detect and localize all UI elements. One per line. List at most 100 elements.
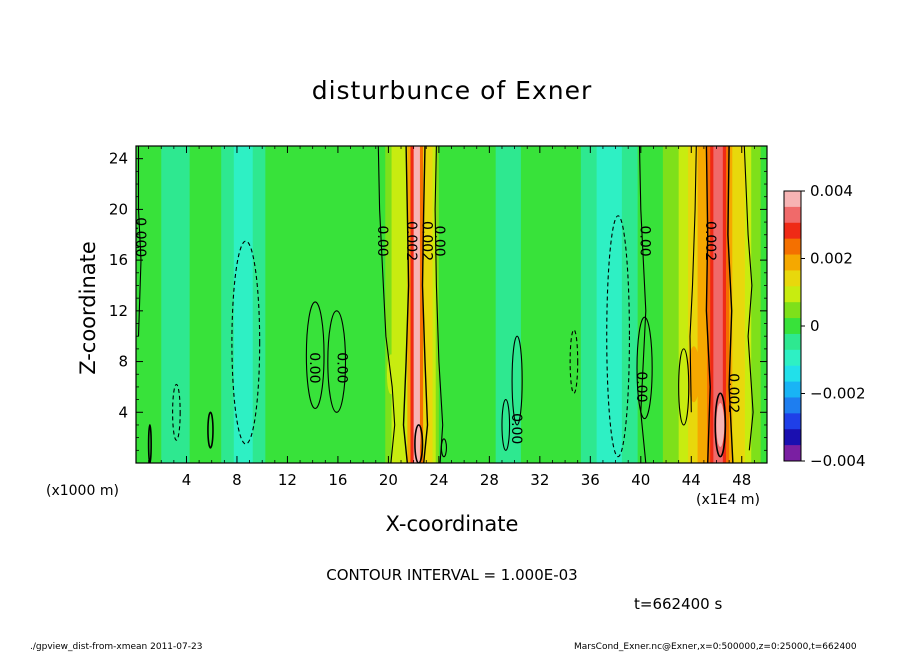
- field-column: [479, 146, 484, 463]
- field-column: [300, 146, 304, 463]
- y-tick-label: 8: [118, 353, 128, 371]
- colorbar-cell: [784, 206, 801, 224]
- field-column: [697, 146, 702, 463]
- field-column: [555, 146, 560, 463]
- colorbar-cell: [784, 222, 801, 240]
- x-unit-left: (x1000 m): [46, 483, 119, 499]
- field-column: [309, 146, 314, 463]
- field-column: [369, 146, 374, 463]
- field-column: [252, 146, 257, 463]
- colorbar-cell: [784, 413, 801, 430]
- field-column: [688, 146, 692, 463]
- field-column: [659, 146, 664, 463]
- colorbar-cell: [784, 254, 801, 271]
- field-column: [710, 146, 714, 463]
- colorbar-cell: [784, 365, 801, 382]
- field-column: [454, 146, 459, 463]
- field-column: [284, 146, 289, 463]
- field-column: [539, 146, 544, 463]
- field-column: [483, 146, 487, 463]
- x-tick-label: 44: [682, 471, 701, 489]
- field-column: [271, 146, 276, 463]
- contour-loop: [147, 424, 152, 463]
- colorbar-cell: [784, 270, 801, 287]
- field-column: [574, 146, 579, 463]
- field-column: [218, 146, 222, 463]
- field-column: [625, 146, 629, 463]
- field-column: [363, 146, 367, 463]
- field-column: [637, 146, 642, 463]
- field-column: [675, 146, 680, 463]
- y-tick-label: 24: [109, 150, 128, 168]
- field-column: [489, 146, 494, 463]
- field-column: [546, 146, 550, 463]
- contour-line: [377, 146, 396, 463]
- field-column: [353, 146, 358, 463]
- field-column: [448, 146, 453, 463]
- field-column: [584, 146, 588, 463]
- colorbar-cell: [784, 429, 801, 446]
- field-column: [653, 146, 658, 463]
- contour-line: [727, 146, 734, 463]
- field-column: [205, 146, 210, 463]
- contour-loop: [440, 438, 448, 458]
- x-tick-label: 24: [429, 471, 448, 489]
- colorbar-tick-label: −0.004: [810, 452, 866, 470]
- field-column: [505, 146, 509, 463]
- field-column: [442, 146, 446, 463]
- field-column: [628, 146, 632, 463]
- field-column: [511, 146, 516, 463]
- field-column: [552, 146, 557, 463]
- x-axis-label: X-coordinate: [385, 512, 519, 536]
- contour-dashed: [606, 215, 630, 458]
- x-tick-label: 32: [530, 471, 549, 489]
- colorbar-cell: [784, 333, 801, 351]
- x-unit-right: (x1E4 m): [696, 492, 760, 508]
- field-blob: [687, 346, 700, 403]
- contour-label: 0.00: [633, 371, 649, 402]
- contour-label: 0.00: [374, 226, 390, 257]
- field-column: [549, 146, 554, 463]
- colorbar-cell: [784, 349, 801, 367]
- colorbar-cell: [784, 381, 801, 398]
- field-column: [378, 146, 383, 463]
- field-column: [404, 146, 408, 463]
- y-tick-label: 16: [109, 251, 128, 269]
- field-column: [391, 146, 396, 463]
- field-column: [609, 146, 614, 463]
- field-column: [148, 146, 153, 463]
- field-column: [249, 146, 254, 463]
- contour-label: 0.000: [132, 217, 148, 257]
- x-tick-label: 20: [379, 471, 398, 489]
- field-column: [432, 146, 437, 463]
- field-column: [457, 146, 462, 463]
- field-column: [347, 146, 352, 463]
- contour-dashed: [231, 240, 261, 445]
- field-column: [716, 146, 721, 463]
- contour-loop: [501, 399, 511, 451]
- x-tick-label: 4: [182, 471, 192, 489]
- field-column: [145, 146, 150, 463]
- colorbar-cell: [784, 318, 801, 335]
- contour-loop: [327, 310, 347, 413]
- y-tick-label: 12: [109, 302, 128, 320]
- field-column: [259, 146, 263, 463]
- contour-label: 0.002: [702, 221, 718, 261]
- field-column: [246, 146, 251, 463]
- field-column: [470, 146, 475, 463]
- field-column: [473, 146, 478, 463]
- field-column: [596, 146, 601, 463]
- field-column: [451, 146, 456, 463]
- contour-loop: [678, 348, 690, 426]
- colorbar-cell: [784, 397, 801, 414]
- field-column: [170, 146, 175, 463]
- field-column: [606, 146, 610, 463]
- colorbar-cell: [784, 302, 801, 319]
- field-column: [202, 146, 207, 463]
- field-column: [173, 146, 178, 463]
- field-column: [486, 146, 490, 463]
- field-column: [419, 146, 424, 463]
- field-column: [413, 146, 418, 463]
- x-tick-label: 16: [328, 471, 347, 489]
- field-column: [236, 146, 241, 463]
